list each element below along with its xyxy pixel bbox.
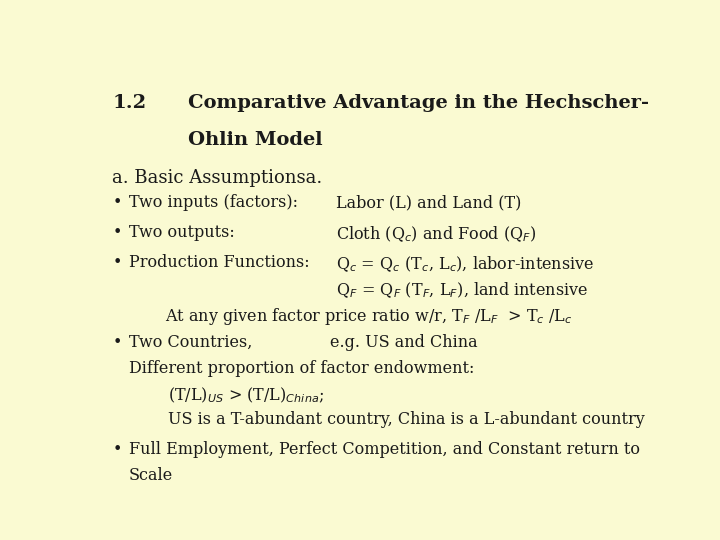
Text: Labor (L) and Land (T): Labor (L) and Land (T)	[336, 194, 521, 211]
Text: Cloth (Q$_c$) and Food (Q$_F$): Cloth (Q$_c$) and Food (Q$_F$)	[336, 224, 536, 244]
Text: Production Functions:: Production Functions:	[129, 254, 310, 271]
Text: Ohlin Model: Ohlin Model	[188, 131, 323, 150]
Text: US is a T-abundant country, China is a L-abundant country: US is a T-abundant country, China is a L…	[168, 411, 645, 428]
Text: a. Basic Assumptionsa.: a. Basic Assumptionsa.	[112, 168, 323, 187]
Text: Q$_c$ = Q$_c$ (T$_c$, L$_c$), labor-intensive: Q$_c$ = Q$_c$ (T$_c$, L$_c$), labor-inte…	[336, 254, 594, 274]
Text: •: •	[112, 224, 122, 241]
Text: (T/L)$_{US}$ > (T/L)$_{China}$;: (T/L)$_{US}$ > (T/L)$_{China}$;	[168, 386, 325, 405]
Text: At any given factor price ratio w/r, T$_F$ /L$_F$  > T$_c$ /L$_c$: At any given factor price ratio w/r, T$_…	[166, 306, 573, 327]
Text: e.g. US and China: e.g. US and China	[330, 334, 477, 351]
Text: Scale: Scale	[129, 467, 174, 484]
Text: Full Employment, Perfect Competition, and Constant return to: Full Employment, Perfect Competition, an…	[129, 441, 640, 458]
Text: •: •	[112, 254, 122, 271]
Text: Two outputs:: Two outputs:	[129, 224, 235, 241]
Text: •: •	[112, 441, 122, 458]
Text: 1.2: 1.2	[112, 94, 146, 112]
Text: Two Countries,: Two Countries,	[129, 334, 253, 351]
Text: Different proportion of factor endowment:: Different proportion of factor endowment…	[129, 360, 474, 377]
Text: Two inputs (factors):: Two inputs (factors):	[129, 194, 298, 211]
Text: Comparative Advantage in the Hechscher-: Comparative Advantage in the Hechscher-	[188, 94, 649, 112]
Text: •: •	[112, 194, 122, 211]
Text: Q$_F$ = Q$_F$ (T$_F$, L$_F$), land intensive: Q$_F$ = Q$_F$ (T$_F$, L$_F$), land inten…	[336, 280, 588, 300]
Text: •: •	[112, 334, 122, 351]
